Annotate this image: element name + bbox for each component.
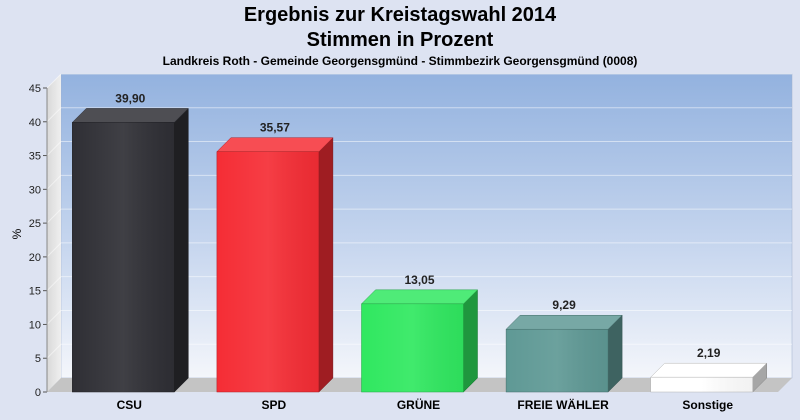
x-tick-label: FREIE WÄHLER	[517, 397, 609, 412]
y-tick-label: 0	[35, 387, 41, 399]
chart-subtitle: Stimmen in Prozent	[306, 29, 494, 51]
bar-shine	[72, 122, 175, 392]
gridline	[46, 73, 792, 89]
data-label: 9,29	[552, 298, 576, 312]
gridline	[46, 141, 792, 156]
gridline	[46, 107, 792, 123]
x-tick-label: SPD	[262, 398, 287, 412]
bar-shine	[506, 329, 609, 392]
y-tick-label: 35	[29, 151, 41, 163]
y-tick-label: 45	[29, 83, 41, 95]
plot-left-wall	[47, 74, 61, 392]
bar-top	[71, 108, 189, 123]
y-tick-label: 20	[29, 252, 41, 264]
y-tick-label: 10	[29, 319, 41, 331]
y-tick-label: 15	[29, 286, 41, 298]
y-tick-label: 25	[29, 218, 41, 230]
bar-shine	[361, 303, 464, 392]
y-tick-label: 30	[29, 184, 41, 196]
y-axis-label: %	[10, 228, 24, 239]
bar-shine	[650, 377, 753, 392]
x-tick-label: GRÜNE	[397, 397, 440, 412]
bar-side	[463, 289, 478, 393]
bar-top	[216, 137, 334, 152]
data-label: 2,19	[697, 346, 721, 360]
gridline	[46, 242, 792, 258]
bar-side	[318, 137, 334, 393]
bar-top	[505, 314, 623, 330]
gridline	[46, 309, 792, 325]
bar-top	[360, 289, 479, 305]
chart-caption: Landkreis Roth - Gemeinde Georgensgmünd …	[162, 54, 638, 68]
y-tick-label: 40	[29, 117, 41, 129]
bar-side	[174, 107, 189, 393]
gridline	[46, 174, 792, 190]
gridline	[46, 276, 792, 292]
x-tick-label: CSU	[117, 398, 142, 412]
gridline	[46, 208, 792, 224]
data-label: 35,57	[260, 121, 290, 135]
data-label: 39,90	[115, 91, 145, 105]
chart-title: Ergebnis zur Kreistagswahl 2014	[243, 4, 557, 26]
bar-shine	[216, 151, 319, 392]
bar-top	[650, 362, 768, 378]
x-tick-label: Sonstige	[682, 398, 733, 412]
y-tick-label: 5	[35, 353, 41, 365]
data-label: 13,05	[404, 273, 434, 287]
